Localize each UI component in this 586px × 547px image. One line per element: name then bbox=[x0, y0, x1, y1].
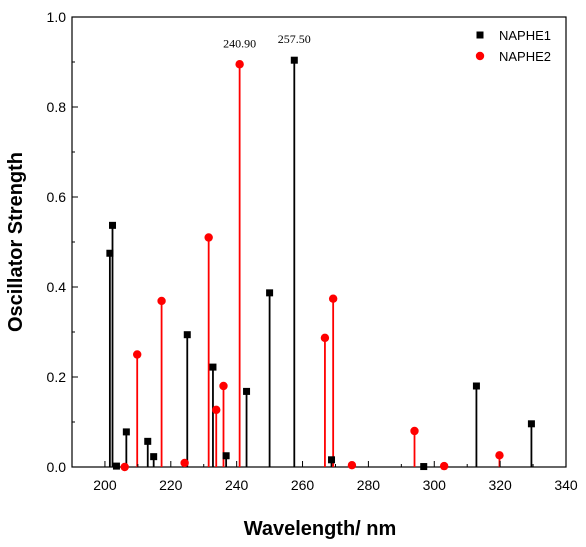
y-tick-label: 0.4 bbox=[47, 279, 67, 295]
y-tick-label: 0.0 bbox=[47, 459, 67, 475]
data-point-naphe1 bbox=[144, 437, 152, 445]
data-point-naphe1 bbox=[290, 56, 298, 64]
data-point-naphe2 bbox=[235, 60, 244, 69]
data-point-naphe1 bbox=[183, 331, 191, 339]
y-tick-label: 0.2 bbox=[47, 369, 67, 385]
plot-frame bbox=[71, 16, 567, 468]
data-point-naphe2 bbox=[495, 451, 504, 460]
data-point-naphe1 bbox=[472, 382, 480, 390]
data-point-naphe1 bbox=[150, 453, 158, 461]
plot-border bbox=[71, 16, 567, 468]
x-tick-label: 200 bbox=[93, 477, 117, 493]
data-point-naphe1 bbox=[328, 456, 336, 464]
data-point-naphe1 bbox=[112, 462, 120, 470]
data-point-naphe2 bbox=[180, 458, 189, 468]
x-tick-label: 260 bbox=[291, 477, 315, 493]
data-point-naphe1 bbox=[222, 452, 230, 460]
data-point-naphe2 bbox=[439, 461, 449, 471]
legend-label-naphe1: NAPHE1 bbox=[499, 28, 551, 43]
legend-label-naphe2: NAPHE2 bbox=[499, 49, 551, 64]
x-tick-label: 280 bbox=[357, 477, 381, 493]
peak-annotations: 240.90 257.50 bbox=[223, 32, 311, 50]
legend-marker-naphe1 bbox=[476, 31, 484, 39]
y-tick-label: 0.8 bbox=[47, 99, 67, 115]
data-point-naphe2 bbox=[204, 233, 213, 242]
peak-label: 257.50 bbox=[278, 32, 311, 46]
y-tick-label: 0.6 bbox=[47, 189, 67, 205]
data-point-naphe2 bbox=[212, 405, 221, 415]
y-tick-label: 1.0 bbox=[47, 9, 67, 25]
data-point-naphe2 bbox=[157, 296, 166, 306]
data-point-naphe1 bbox=[209, 363, 217, 371]
x-tick-label: 320 bbox=[488, 477, 512, 493]
y-axis-title: Oscillator Strength bbox=[5, 152, 27, 332]
axis-ticks: 200 220 240 260 280 300 320 340 0.0 0.2 0.4 0.6 0.8 1… bbox=[47, 9, 578, 493]
stick-lines bbox=[108, 60, 533, 467]
data-point-naphe2 bbox=[347, 461, 357, 470]
data-point-naphe1 bbox=[420, 463, 428, 471]
data-point-naphe1 bbox=[122, 428, 130, 436]
data-point-naphe2 bbox=[328, 294, 338, 303]
data-point-naphe2 bbox=[120, 462, 129, 472]
x-axis-title: Wavelength/ nm bbox=[244, 518, 397, 540]
data-point-naphe2 bbox=[320, 333, 330, 343]
data-point-naphe1 bbox=[243, 387, 251, 395]
peak-label: 240.90 bbox=[223, 36, 256, 50]
x-tick-label: 340 bbox=[554, 477, 578, 493]
data-point-naphe2 bbox=[410, 426, 419, 436]
data-point-naphe2 bbox=[133, 350, 142, 359]
data-markers bbox=[106, 56, 535, 472]
data-point-naphe1 bbox=[527, 420, 535, 428]
x-tick-label: 220 bbox=[159, 477, 183, 493]
data-point-naphe1 bbox=[266, 289, 274, 297]
data-point-naphe1 bbox=[106, 249, 114, 257]
legend-marker-naphe2 bbox=[475, 51, 485, 61]
data-point-naphe2 bbox=[219, 381, 228, 391]
x-tick-label: 300 bbox=[423, 477, 447, 493]
legend: NAPHE1 NAPHE2 bbox=[475, 28, 551, 64]
x-tick-label: 240 bbox=[225, 477, 249, 493]
data-point-naphe1 bbox=[109, 221, 117, 229]
